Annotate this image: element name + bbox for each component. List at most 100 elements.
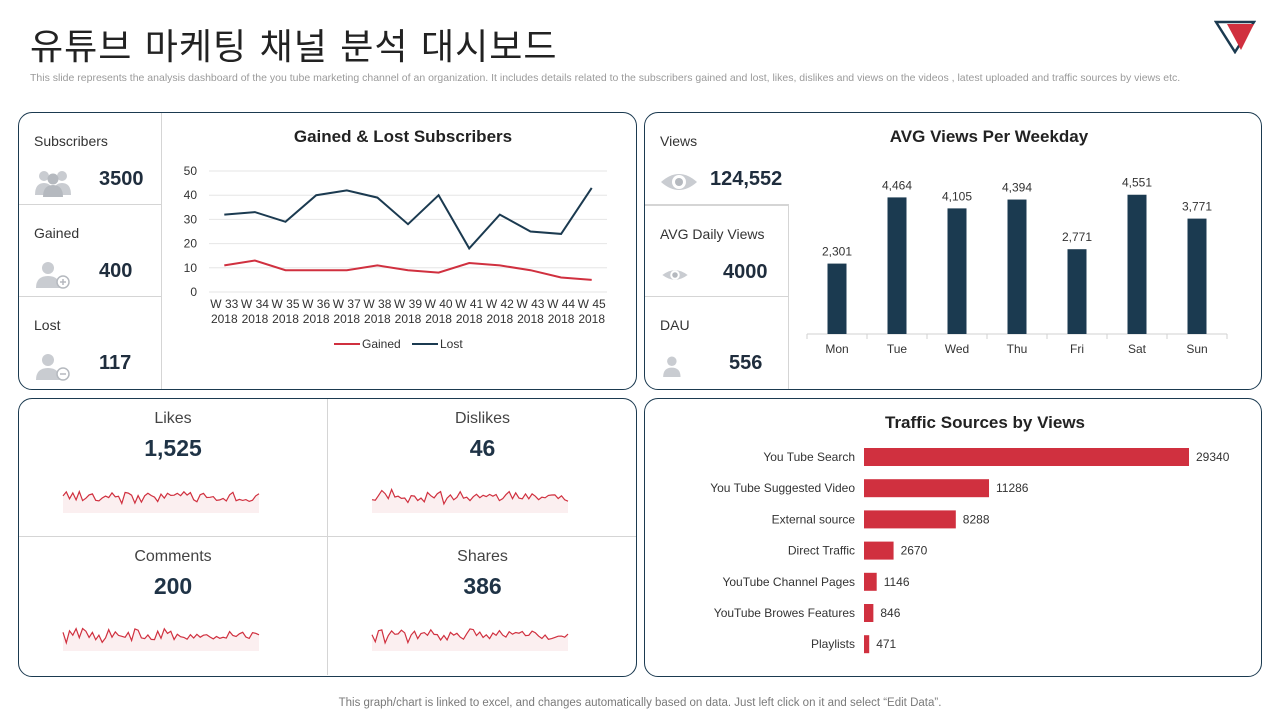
stat-dau: DAU 556 [645,297,789,389]
bar-value-label: 4,464 [882,178,912,192]
sparkline-area [372,628,568,651]
chart-title-traffic: Traffic Sources by Views [885,413,1085,432]
sparkline-area [63,491,259,513]
y-tick-label: 0 [190,285,197,299]
sparkline-line [371,487,569,506]
eye-icon [661,174,697,190]
stat-label: Lost [34,317,61,333]
x-tick-label: Sun [1186,342,1207,356]
sparkline [62,627,260,651]
weekday-bar-chart: 2,301 Mon 4,464 Tue 4,105 Wed 4,394 Thu 2,771 Fri… [806,176,1228,356]
stat-gained: Gained 400 [19,205,162,297]
sparkline-line [62,489,260,506]
x-tick-label: W 34 2018 [241,297,269,326]
metric-value: 46 [469,435,496,461]
y-tick-label: 40 [184,188,198,202]
brand-logo-icon [1214,20,1256,54]
hbar [864,604,874,622]
stat-lost: Lost 117 [19,297,162,389]
x-tick-label: Tue [887,342,908,356]
x-tick-label: Mon [825,342,848,356]
stat-value: 117 [99,352,132,374]
x-tick-label: W 43 2018 [516,297,544,326]
metric-comments: Comments 200 [19,537,328,675]
stat-value: 556 [729,352,763,374]
sparkline [371,487,569,513]
stat-label: Views [660,133,698,149]
y-tick-label: 50 [184,164,198,178]
bar-thu [1007,199,1027,334]
bar-value-label: 2670 [901,544,928,558]
bar-value-label: 4,105 [942,189,972,203]
x-tick-label: Wed [945,342,969,356]
traffic-hbar-chart: You Tube Search 29340 You Tube Suggested V… [710,448,1230,654]
stat-value: 124,552 [710,168,783,190]
users-group-icon [35,171,71,197]
category-label: Playlists [811,637,855,651]
x-tick-label: W 33 2018 [210,297,238,326]
stat-value: 4000 [723,261,768,283]
y-tick-label: 10 [184,261,198,275]
bar-value-label: 3,771 [1182,200,1212,214]
stat-value: 400 [99,260,133,282]
x-tick-label: W 39 2018 [394,297,422,326]
x-tick-label: W 38 2018 [363,297,391,326]
bar-value-label: 2,301 [822,245,852,259]
page-title: 유튜브 마케팅 채널 분석 대시보드 [30,27,558,68]
chart-title-weekday: AVG Views Per Weekday [889,127,1089,146]
metric-label: Likes [154,410,192,427]
engagement-panel: Likes 1,525 Dislikes 46 Comments 200 Sha… [18,398,637,677]
category-label: You Tube Suggested Video [710,481,855,495]
sparkline [62,489,260,513]
bar-value-label: 846 [880,606,900,620]
bar-value-label: 8288 [963,512,990,526]
y-tick-label: 20 [184,237,198,251]
category-label: You Tube Search [763,450,855,464]
category-label: External source [772,512,856,526]
legend-label: Gained [362,337,401,351]
series-line-lost [224,187,593,251]
bar-sun [1187,218,1207,334]
sparkline-area [63,628,259,651]
hbar [864,479,990,498]
bar-value-label: 1146 [884,575,910,589]
bar-mon [827,263,847,334]
bar-value-label: 471 [876,637,896,651]
bar-tue [887,197,907,334]
metric-value: 1,525 [144,435,202,461]
sparkline [371,628,569,651]
metric-label: Shares [457,548,508,565]
sparkline-line [371,628,569,645]
bar-wed [947,208,967,334]
metric-likes: Likes 1,525 [19,399,328,537]
x-tick-label: W 44 2018 [547,297,575,326]
stat-subscribers: Subscribers 3500 [19,113,162,205]
x-tick-label: Sat [1128,342,1147,356]
hbar [864,635,870,654]
chart-title-subscribers: Gained & Lost Subscribers [293,127,513,146]
hbar [864,510,956,529]
bar-value-label: 2,771 [1062,230,1092,244]
subscribers-panel: Subscribers 3500 Gained 400 Lost 117 Gai… [18,112,637,390]
page-subtitle: This slide represents the analysis dashb… [30,72,1181,84]
hbar [864,541,894,560]
bar-value-label: 4,394 [1002,181,1032,195]
bar-fri [1067,249,1087,334]
bar-value-label: 11286 [996,481,1029,495]
eye-icon [662,270,688,280]
x-tick-label: Thu [1007,342,1028,356]
hbar [864,448,1189,466]
metric-dislikes: Dislikes 46 [328,399,636,537]
x-tick-label: W 35 2018 [272,297,300,326]
metric-value: 386 [463,573,502,599]
metric-shares: Shares 386 [328,537,636,675]
user-add-icon [36,262,70,289]
x-tick-label: W 36 2018 [302,297,330,326]
metric-label: Comments [134,548,212,565]
hbar [864,572,877,591]
x-tick-label: W 40 2018 [425,297,453,326]
x-tick-label: W 41 2018 [455,297,483,326]
category-label: Direct Traffic [788,544,855,558]
legend-label: Lost [440,337,463,351]
